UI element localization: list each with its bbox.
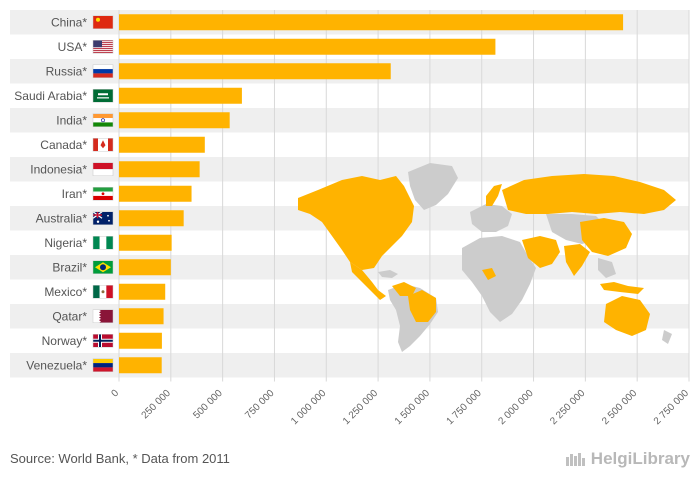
- category-label: Mexico*: [44, 285, 87, 299]
- bar-venezuela: [119, 357, 162, 374]
- flag-venezuela-icon: [92, 358, 114, 372]
- norway-shape: [486, 184, 502, 206]
- indonesia-shape: [600, 282, 644, 294]
- category-label: Brazil*: [52, 260, 87, 274]
- category-label: Iran*: [62, 187, 88, 201]
- x-tick-label: 500 000: [191, 388, 225, 422]
- flag-brazil-icon: [92, 260, 114, 274]
- helgi-library-logo-icon: [565, 453, 585, 466]
- flag-qatar-icon: [92, 309, 114, 323]
- category-label: Nigeria*: [44, 236, 87, 250]
- nigeria-shape: [482, 268, 496, 280]
- africa-shape: [462, 236, 536, 322]
- category-label: Saudi Arabia*: [14, 89, 87, 103]
- x-tick-label: 1 500 000: [393, 388, 433, 428]
- flag-iran-icon: [92, 187, 114, 201]
- new-zealand-shape: [662, 330, 672, 344]
- southeast-asia-shape: [598, 258, 616, 278]
- bar-chart: China* USA* Russia* Saudi Arabia* India* Cana…: [10, 10, 691, 428]
- china-shape: [580, 218, 632, 256]
- x-tick-label: 2 750 000: [652, 388, 692, 428]
- flag-russia-icon: [92, 64, 114, 78]
- brand-logo[interactable]: HelgiLibrary: [565, 449, 690, 469]
- bar-nigeria: [119, 234, 172, 251]
- bar-qatar: [119, 308, 164, 325]
- flag-norway-icon: [92, 334, 114, 348]
- x-axis-ticks: 0 250 000 500 000 750 000 1 000 000 1 250 000…: [109, 388, 691, 428]
- flag-china-icon: [92, 15, 114, 29]
- middle-east-shape: [522, 236, 560, 268]
- bar-mexico: [119, 283, 166, 300]
- x-tick-label: 250 000: [140, 388, 174, 422]
- x-tick-label: 2 500 000: [600, 388, 640, 428]
- australia-shape: [604, 296, 650, 336]
- category-label: India*: [56, 113, 87, 127]
- flag-nigeria-icon: [92, 236, 114, 250]
- bar-australia: [119, 210, 184, 227]
- bar-russia: [119, 63, 391, 80]
- brand-name: HelgiLibrary: [590, 449, 690, 468]
- flag-india-icon: [92, 113, 114, 127]
- venezuela-brazil-shape: [392, 282, 436, 322]
- category-label: Indonesia*: [30, 162, 87, 176]
- category-labels: China* USA* Russia* Saudi Arabia* India* Cana…: [14, 15, 87, 372]
- bar-brazil: [119, 259, 171, 276]
- x-tick-label: 750 000: [243, 388, 277, 422]
- flag-indonesia-icon: [92, 162, 114, 176]
- bars: [119, 14, 624, 374]
- category-label: China*: [51, 15, 87, 29]
- bar-indonesia: [119, 161, 200, 178]
- x-tick-label: 1 750 000: [445, 388, 485, 428]
- bar-usa: [119, 38, 496, 55]
- europe-shape: [470, 204, 512, 232]
- category-label: Venezuela*: [26, 358, 87, 372]
- flag-mexico-icon: [92, 285, 114, 299]
- category-label: Australia*: [36, 211, 88, 225]
- x-tick-label: 1 250 000: [341, 388, 381, 428]
- flag-usa-icon: [92, 40, 114, 54]
- category-label: USA*: [58, 40, 88, 54]
- flag-saudi-arabia-icon: [92, 89, 114, 103]
- central-america-shape: [350, 262, 386, 300]
- bar-norway: [119, 332, 162, 349]
- bar-china: [119, 14, 624, 31]
- india-shape: [564, 244, 590, 276]
- world-map: [298, 163, 676, 352]
- flag-australia-icon: [92, 211, 114, 225]
- north-america-shape: [298, 176, 414, 270]
- bar-india: [119, 112, 230, 129]
- bar-canada: [119, 136, 205, 153]
- flags: [92, 15, 114, 372]
- greenland-shape: [408, 163, 458, 210]
- caribbean-shape: [378, 270, 398, 278]
- flag-canada-icon: [92, 138, 114, 152]
- russia-shape: [502, 174, 676, 214]
- bar-iran: [119, 185, 192, 202]
- category-label: Norway*: [42, 334, 88, 348]
- source-note: Source: World Bank, * Data from 2011: [10, 451, 230, 466]
- x-tick-label: 0: [109, 388, 121, 400]
- bar-saudi-arabia: [119, 87, 242, 104]
- x-tick-label: 1 000 000: [289, 388, 329, 428]
- category-label: Russia*: [46, 64, 88, 78]
- category-label: Canada*: [40, 138, 87, 152]
- x-tick-label: 2 000 000: [496, 388, 536, 428]
- x-tick-label: 2 250 000: [548, 388, 588, 428]
- category-label: Qatar*: [52, 309, 87, 323]
